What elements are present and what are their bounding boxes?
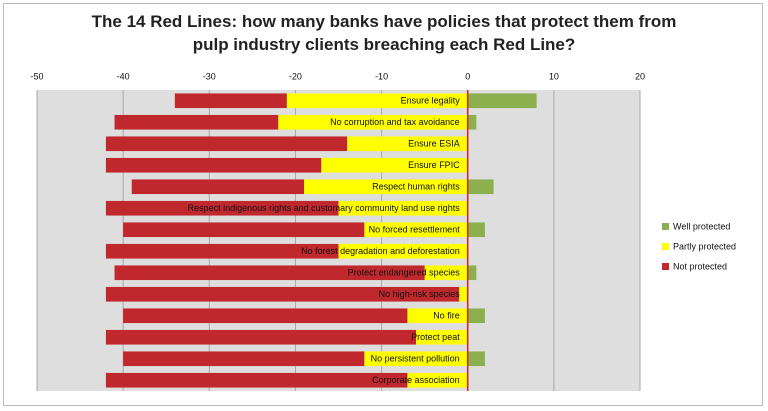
legend-swatch — [662, 223, 669, 230]
bar-segment — [105, 136, 348, 152]
category-label: Ensure FPIC — [408, 160, 460, 170]
bar-segment — [304, 179, 468, 195]
bar-segment — [174, 93, 287, 109]
bar-segment — [114, 265, 425, 281]
bar-segment — [467, 308, 485, 324]
chart-frame — [3, 3, 763, 406]
bar-segment — [105, 286, 460, 302]
category-label: No corruption and tax avoidance — [330, 117, 460, 127]
category-label: Respect indigenous rights and customary … — [188, 203, 461, 213]
x-tick-label: 0 — [465, 71, 470, 81]
bar-segment — [407, 372, 468, 388]
bar-segment — [123, 308, 408, 324]
x-tick-label: 10 — [549, 71, 559, 81]
bar-segment — [123, 222, 365, 238]
bar-segment — [364, 351, 468, 367]
bar-segment — [459, 286, 468, 302]
bar-segment — [321, 157, 468, 173]
bar-segment — [467, 265, 477, 281]
bar-segment — [467, 114, 477, 130]
bar-segment — [338, 243, 468, 259]
category-label: Respect human rights — [372, 182, 460, 192]
bar-segment — [347, 136, 468, 152]
bar-segment — [286, 93, 468, 109]
legend-swatch — [662, 263, 669, 270]
category-label: No fire — [433, 311, 460, 321]
x-tick-label: -10 — [375, 71, 388, 81]
category-label: Ensure ESIA — [408, 139, 460, 149]
bar-segment — [467, 179, 494, 195]
bar-segment — [338, 200, 468, 216]
category-label: Corporate association — [372, 375, 460, 385]
plot-area — [37, 90, 640, 391]
bar-segment — [114, 114, 279, 130]
category-label: No forest degradation and deforestation — [301, 246, 460, 256]
x-tick-label: 20 — [635, 71, 645, 81]
bar-segment — [467, 93, 537, 109]
bar-segment — [105, 329, 417, 345]
category-label: No high-risk species — [379, 289, 461, 299]
bar-segment — [105, 372, 408, 388]
legend-label: Partly protected — [673, 241, 736, 251]
bar-segment — [123, 351, 365, 367]
bar-segment — [105, 157, 322, 173]
bar-segment — [278, 114, 468, 130]
category-label: No forced resettlement — [369, 225, 461, 235]
bar-segment — [416, 329, 468, 345]
x-tick-label: -50 — [30, 71, 43, 81]
bar-segment — [131, 179, 305, 195]
x-tick-label: -40 — [117, 71, 130, 81]
bar-segment — [467, 351, 485, 367]
bar-segment — [105, 243, 339, 259]
legend-label: Not protected — [673, 261, 727, 271]
category-label: Protect endangered species — [348, 268, 461, 278]
bar-segment — [424, 265, 468, 281]
bar-segment — [364, 222, 468, 238]
bar-segment — [407, 308, 468, 324]
x-tick-label: -30 — [203, 71, 216, 81]
category-label: Protect peat — [411, 332, 460, 342]
category-label: Ensure legality — [401, 96, 461, 106]
bar-segment — [105, 200, 339, 216]
legend-swatch — [662, 243, 669, 250]
category-label: No persistent pollution — [371, 354, 460, 364]
legend-label: Well protected — [673, 221, 730, 231]
x-tick-label: -20 — [289, 71, 302, 81]
chart-title: The 14 Red Lines: how many banks have po… — [91, 12, 677, 54]
bar-segment — [467, 222, 485, 238]
